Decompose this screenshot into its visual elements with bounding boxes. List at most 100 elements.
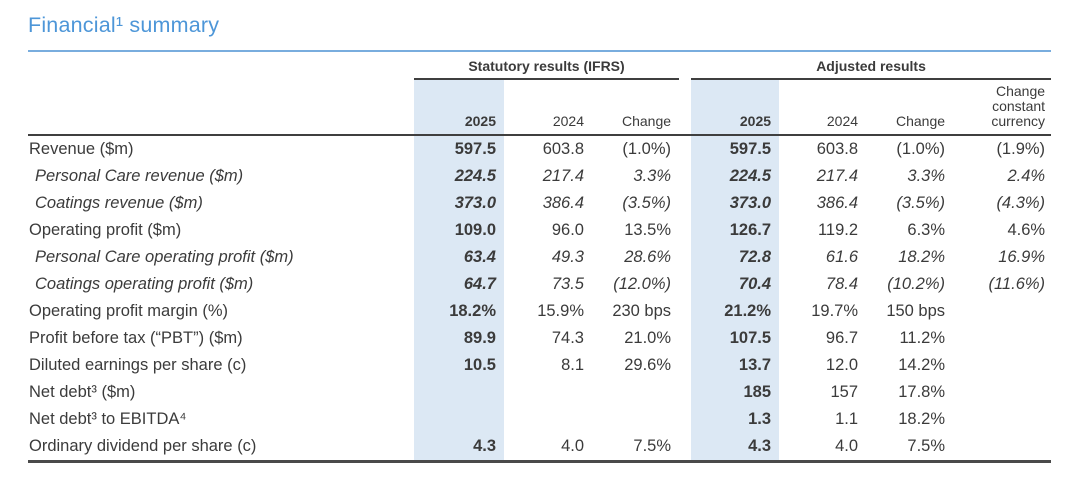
group-spacer [679, 52, 691, 79]
value-cell: 6.3% [907, 221, 946, 239]
value-cell: 63.4 [414, 244, 504, 271]
value-cell: 16.9% [998, 248, 1046, 266]
row-label: Coatings operating profit ($m) [35, 275, 254, 293]
value-cell: (1.0%) [896, 140, 946, 158]
table-row: Operating profit ($m) 109.0 96.0 13.5% 126.7… [28, 217, 1051, 244]
value-cell: 386.4 [542, 194, 584, 212]
row-label: Operating profit margin (%) [29, 302, 228, 320]
value-cell: 18.2% [898, 248, 946, 266]
group-header-empty-cell [28, 52, 414, 79]
value-cell: 70.4 [691, 271, 780, 298]
value-cell [953, 406, 1051, 433]
table-row: Operating profit margin (%) 18.2% 15.9% 230… [28, 298, 1051, 325]
row-label: Diluted earnings per share (c) [29, 356, 247, 374]
value-cell: 224.5 [414, 163, 504, 190]
value-cell [592, 379, 679, 406]
value-cell: 18.2% [898, 410, 946, 428]
value-cell: 217.4 [816, 167, 859, 185]
value-cell: 603.8 [542, 140, 584, 158]
column-header-change: Change [866, 79, 954, 136]
column-header-2025: 2025 [414, 79, 504, 136]
value-cell: (1.0%) [622, 140, 672, 158]
value-cell: 1.1 [835, 410, 859, 428]
value-cell: 96.7 [825, 329, 859, 347]
row-label: Revenue ($m) [29, 140, 134, 158]
column-spacer [679, 163, 691, 190]
table-row: Net debt³ to EBITDA⁴ 1.3 1.1 18.2% [28, 406, 1051, 433]
value-cell: 49.3 [551, 248, 584, 266]
value-cell: 2.4% [1007, 167, 1046, 185]
table-row: Diluted earnings per share (c) 10.5 8.1 29.… [28, 352, 1051, 379]
value-cell: 119.2 [817, 221, 859, 239]
value-cell [592, 406, 679, 433]
column-spacer [679, 79, 692, 136]
value-cell: 21.0% [624, 329, 672, 347]
value-cell: 72.8 [691, 244, 780, 271]
value-cell: 386.4 [816, 194, 859, 212]
column-spacer [679, 325, 691, 352]
table-row: Revenue ($m) 597.5 603.8 (1.0%) 597.5 603.8 (1… [28, 135, 1051, 163]
column-spacer [679, 135, 691, 163]
row-label: Coatings revenue ($m) [35, 194, 203, 212]
row-label: Operating profit ($m) [29, 221, 182, 239]
table-row: Coatings revenue ($m) 373.0 386.4 (3.5%) 373… [28, 190, 1051, 217]
value-cell: 8.1 [561, 356, 584, 374]
title-rule [28, 50, 1051, 52]
column-spacer [679, 217, 691, 244]
value-cell: 603.8 [816, 140, 859, 158]
value-cell [953, 298, 1051, 325]
value-cell: 373.0 [414, 190, 504, 217]
table-row: Net debt³ ($m) 185 157 17.8% [28, 379, 1051, 406]
value-cell: 4.6% [1007, 221, 1046, 239]
value-cell: 230 bps [612, 302, 672, 320]
value-cell: 15.9% [537, 302, 584, 320]
value-cell: (4.3%) [996, 194, 1046, 212]
value-cell: 89.9 [414, 325, 504, 352]
table-body: Revenue ($m) 597.5 603.8 (1.0%) 597.5 603.8 (1… [28, 135, 1051, 462]
table-row: Personal Care revenue ($m) 224.5 217.4 3.3%… [28, 163, 1051, 190]
value-cell: 4.3 [414, 433, 504, 462]
column-header-2024: 2024 [504, 79, 592, 136]
row-label: Net debt³ to EBITDA⁴ [29, 410, 187, 428]
value-cell: 78.4 [825, 275, 859, 293]
value-cell: 7.5% [907, 437, 946, 455]
value-cell: 217.4 [542, 167, 584, 185]
column-spacer [679, 433, 691, 462]
value-cell: 4.0 [835, 437, 859, 455]
value-cell [953, 325, 1051, 352]
value-cell: (12.0%) [613, 275, 672, 293]
value-cell: 12.0 [825, 356, 859, 374]
column-spacer [679, 244, 691, 271]
column-spacer [679, 271, 691, 298]
column-spacer [679, 298, 691, 325]
value-cell [953, 433, 1051, 462]
row-label: Personal Care revenue ($m) [35, 167, 244, 185]
value-cell: (1.9%) [996, 140, 1046, 158]
value-cell: 14.2% [898, 356, 946, 374]
value-cell: 107.5 [691, 325, 780, 352]
value-cell [953, 352, 1051, 379]
value-cell: 13.5% [624, 221, 672, 239]
value-cell [504, 379, 592, 406]
value-cell: 61.6 [825, 248, 859, 266]
value-cell: 126.7 [691, 217, 780, 244]
value-cell: 73.5 [551, 275, 584, 293]
value-cell: 74.3 [551, 329, 584, 347]
value-cell [953, 379, 1051, 406]
group-header-row: Statutory results (IFRS) Adjusted result… [28, 52, 1052, 80]
value-cell: 29.6% [624, 356, 672, 374]
value-cell: (3.5%) [896, 194, 946, 212]
column-header-change: Change [592, 79, 680, 136]
value-cell: 150 bps [886, 302, 946, 320]
value-cell: 224.5 [691, 163, 780, 190]
value-cell: (11.6%) [988, 275, 1046, 293]
column-header-2025: 2025 [691, 79, 780, 136]
value-cell: 10.5 [414, 352, 504, 379]
group-header-statutory: Statutory results (IFRS) [414, 52, 680, 80]
row-label: Profit before tax (“PBT”) ($m) [29, 329, 243, 347]
value-cell: 28.6% [624, 248, 672, 266]
value-cell: 597.5 [691, 135, 780, 163]
table-row: Ordinary dividend per share (c) 4.3 4.0 7.5… [28, 433, 1051, 462]
value-cell: 157 [830, 383, 859, 401]
